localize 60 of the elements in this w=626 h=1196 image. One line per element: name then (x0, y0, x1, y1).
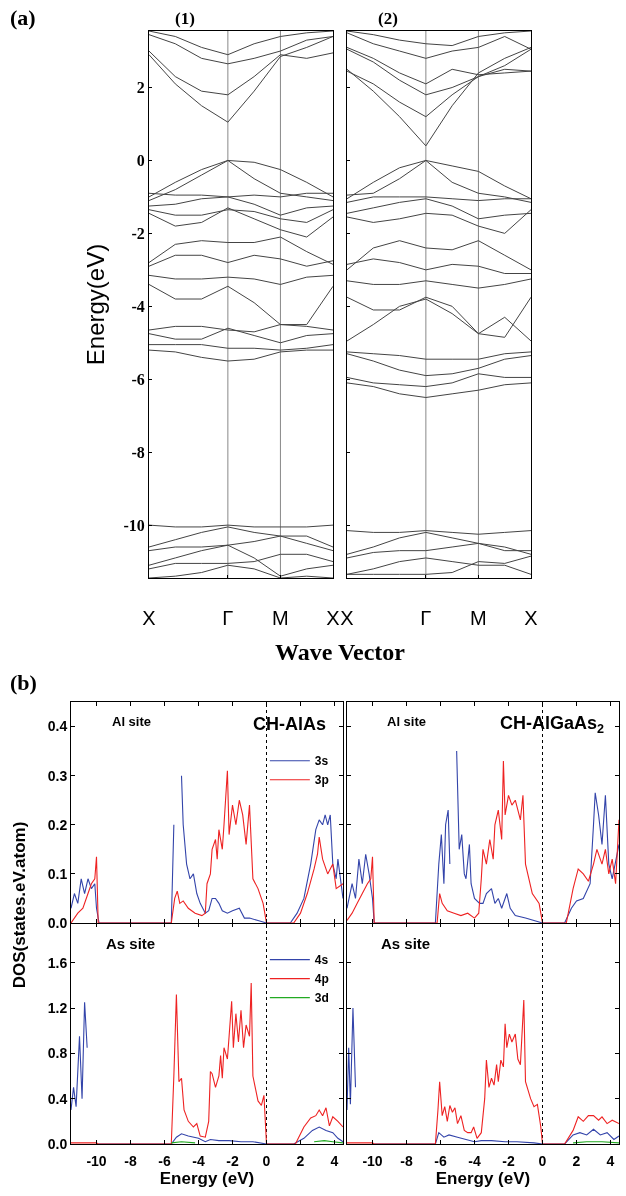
y-tick-label: 0.1 (47, 865, 68, 882)
y-tick-label: 0.8 (47, 1045, 68, 1062)
x-tick-label: 4 (330, 1152, 339, 1169)
y-tick-label: 0.3 (47, 767, 68, 784)
x-tick-label: 0 (262, 1152, 271, 1169)
annotation: CH-AlGaAs$_{2}$ (500, 713, 605, 736)
legend-label: 3p (314, 773, 329, 788)
x-tick-label: -10 (362, 1152, 383, 1169)
legend-label: 4p (314, 972, 329, 987)
x-tick-label: -10 (86, 1152, 107, 1169)
x-tick-label: 2 (572, 1152, 581, 1169)
x-tick-label: 2 (296, 1152, 305, 1169)
legend-label: 3d (314, 991, 329, 1006)
x-tick-label: -2 (226, 1152, 239, 1169)
y-tick-label: -8 (131, 443, 145, 461)
y-tick-label: 2 (136, 79, 145, 97)
annotation: Al site (112, 714, 152, 729)
x-tick-label: 0 (538, 1152, 547, 1169)
x-tick-label: Γ (222, 607, 234, 629)
x-tick-label: -4 (192, 1152, 205, 1169)
x-tick-label: -2 (502, 1152, 515, 1169)
legend-label: 4s (314, 953, 329, 968)
y-tick-label: 0 (136, 152, 145, 170)
chart-title: (2) (378, 8, 398, 28)
x-tick-label: X (326, 607, 340, 629)
legend-label: 3s (314, 754, 329, 769)
x-axis-title: Energy (eV) (159, 1169, 255, 1189)
x-tick-label: 4 (606, 1152, 615, 1169)
y-tick-label: 0.0 (47, 1135, 68, 1152)
x-tick-label: -6 (158, 1152, 171, 1169)
chart-title: (1) (175, 8, 195, 28)
x-tick-label: Γ (420, 607, 432, 629)
x-axis-title: Energy (eV) (435, 1169, 531, 1189)
y-axis-title: DOS(states.eV.atom) (10, 821, 30, 989)
y-tick-label: -2 (131, 224, 145, 242)
x-tick-label: X (142, 607, 156, 629)
x-tick-label: M (470, 607, 487, 629)
y-tick-label: 0.4 (47, 718, 68, 735)
x-axis-title: Wave Vector (275, 638, 405, 666)
text: (a) (10, 5, 36, 30)
x-tick-label: X (340, 607, 354, 629)
y-tick-label: -10 (123, 516, 145, 534)
annotation: Al site (387, 714, 427, 729)
annotation: CH-AlAs (253, 714, 327, 734)
y-axis-title: Energy(eV) (81, 243, 109, 366)
y-tick-label: 1.2 (47, 999, 68, 1016)
x-tick-label: -8 (400, 1152, 413, 1169)
y-tick-label: 0.2 (47, 816, 68, 833)
annotation: As site (106, 935, 156, 952)
x-tick-label: X (524, 607, 538, 629)
x-tick-label: M (272, 607, 289, 629)
text: (b) (10, 670, 37, 695)
x-tick-label: -4 (468, 1152, 481, 1169)
x-tick-label: -6 (434, 1152, 447, 1169)
annotation: As site (381, 935, 431, 952)
y-tick-label: 1.6 (47, 954, 68, 971)
y-tick-label: -4 (131, 297, 145, 315)
y-tick-label: 0.0 (47, 914, 68, 931)
y-tick-label: -6 (131, 370, 145, 388)
y-tick-label: 0.4 (47, 1090, 68, 1107)
